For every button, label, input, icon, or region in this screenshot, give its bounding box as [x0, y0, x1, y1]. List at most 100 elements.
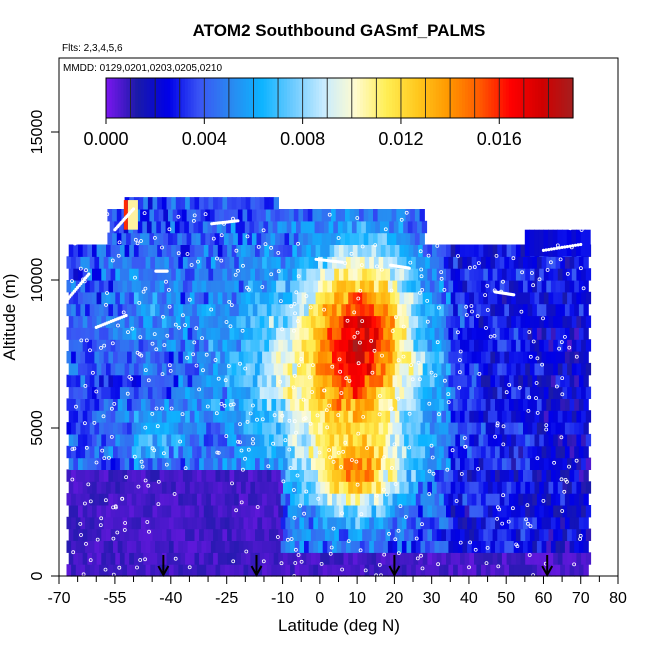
heatmap-cell: [206, 540, 212, 553]
heatmap-cell: [282, 220, 288, 234]
measurement-point: [359, 263, 364, 268]
heatmap-cell: [158, 209, 164, 222]
heatmap-cell: [324, 244, 331, 257]
heatmap-cell: [553, 315, 559, 328]
heatmap-cell: [462, 469, 468, 482]
x-tick-label: -25: [215, 590, 238, 607]
heatmap-cell: [292, 528, 298, 541]
heatmap-cell: [343, 528, 349, 541]
heatmap-cell: [285, 327, 291, 340]
heatmap-cell: [334, 410, 340, 423]
heatmap-cell: [574, 398, 580, 411]
heatmap-cell: [457, 469, 464, 482]
measurement-point: [236, 439, 241, 444]
heatmap-cell: [455, 362, 461, 376]
heatmap-cell: [481, 516, 487, 530]
heatmap-cell: [513, 469, 519, 482]
measurement-point: [535, 356, 540, 361]
heatmap-cell: [511, 268, 517, 281]
heatmap-cell: [453, 351, 459, 364]
heatmap-cell: [310, 552, 317, 565]
heatmap-cell: [492, 268, 498, 281]
heatmap-cell: [529, 362, 536, 376]
heatmap-cell: [350, 398, 356, 411]
measurement-point: [375, 264, 379, 269]
heatmap-cell: [73, 362, 79, 376]
measurement-point: [382, 455, 387, 459]
measurement-point: [143, 425, 148, 430]
heatmap-cell: [213, 386, 219, 399]
heatmap-cell: [515, 291, 522, 305]
heatmap-cell: [278, 433, 284, 447]
heatmap-cell: [101, 528, 107, 541]
measurement-point: [239, 500, 244, 505]
heatmap-cell: [213, 244, 219, 257]
heatmap-cell: [427, 528, 433, 541]
colorbar-segment: [450, 78, 454, 118]
heatmap-cell: [85, 351, 91, 364]
heatmap-cell: [462, 351, 468, 364]
colorbar-segment: [441, 78, 446, 118]
colorbar-segment: [120, 78, 125, 118]
heatmap-cell: [264, 386, 270, 399]
heatmap-cell: [108, 445, 114, 459]
heatmap-cell: [546, 280, 552, 293]
heatmap-cell: [92, 386, 98, 399]
heatmap-cell: [434, 351, 440, 364]
heatmap-cell: [206, 493, 212, 506]
heatmap-cell: [208, 528, 214, 541]
heatmap-cell: [324, 433, 331, 447]
heatmap-cell: [313, 516, 319, 530]
heatmap-cell: [406, 327, 412, 340]
heatmap-cell: [534, 505, 540, 518]
heatmap-cell: [136, 303, 142, 317]
heatmap-cell: [400, 209, 407, 222]
heatmap-cell: [217, 315, 224, 328]
heatmap-cell: [161, 268, 168, 281]
heatmap-cell: [284, 209, 290, 222]
heatmap-cell: [504, 256, 510, 269]
heatmap-cell: [455, 505, 461, 518]
measurement-point: [324, 408, 329, 413]
heatmap-cell: [299, 374, 305, 388]
heatmap-cell: [397, 256, 403, 269]
heatmap-cell: [166, 244, 172, 257]
heatmap-cell: [219, 209, 225, 222]
colorbar-segment: [465, 78, 469, 118]
heatmap-cell: [434, 445, 440, 459]
heatmap-cell: [471, 398, 477, 411]
heatmap-cell: [411, 280, 417, 293]
heatmap-cell: [127, 303, 133, 317]
heatmap-cell: [280, 540, 286, 553]
heatmap-cell: [436, 244, 442, 257]
heatmap-cell: [364, 398, 370, 411]
heatmap-cell: [411, 327, 417, 340]
heatmap-cell: [141, 445, 147, 459]
heatmap-cell: [173, 469, 179, 482]
measurement-point: [355, 482, 360, 487]
measurement-point: [70, 447, 75, 452]
heatmap-cell: [413, 457, 419, 470]
heatmap-cell: [92, 457, 98, 470]
heatmap-cell: [269, 410, 275, 423]
heatmap-cell: [143, 433, 149, 447]
heatmap-cell: [141, 303, 147, 317]
colorbar-segment: [324, 78, 329, 118]
measurement-point: [310, 390, 315, 394]
heatmap-cell: [346, 445, 352, 459]
heatmap-cell: [266, 445, 273, 459]
colorbar-segment: [141, 78, 145, 118]
heatmap-cell: [236, 291, 242, 305]
measurement-point: [120, 496, 125, 501]
heatmap-cell: [495, 540, 501, 553]
heatmap-cell: [213, 552, 219, 565]
heatmap-cell: [380, 457, 387, 470]
heatmap-cell: [122, 327, 128, 340]
heatmap-cell: [158, 232, 164, 245]
heatmap-cell: [481, 327, 487, 340]
heatmap-cell: [124, 386, 130, 399]
measurement-point: [369, 338, 374, 343]
heatmap-cell: [113, 256, 119, 269]
heatmap-cell: [113, 493, 119, 506]
heatmap-cell: [346, 327, 352, 340]
